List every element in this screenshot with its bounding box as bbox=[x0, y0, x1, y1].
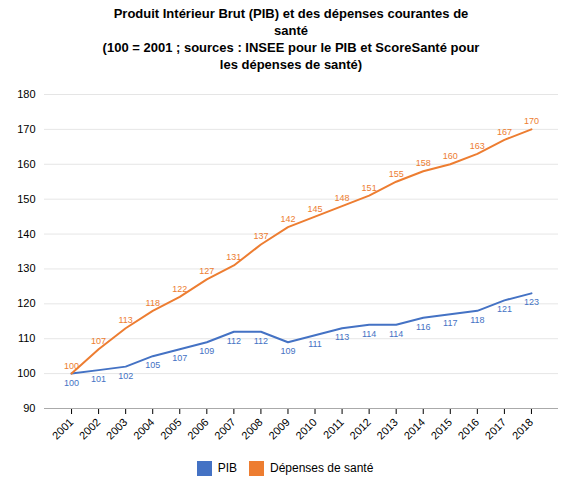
svg-text:137: 137 bbox=[253, 231, 268, 241]
svg-text:114: 114 bbox=[362, 328, 376, 338]
svg-text:2004: 2004 bbox=[131, 415, 157, 441]
svg-text:113: 113 bbox=[118, 315, 132, 325]
svg-text:123: 123 bbox=[524, 297, 539, 307]
svg-text:112: 112 bbox=[254, 335, 268, 345]
svg-text:140: 140 bbox=[17, 227, 35, 239]
svg-text:121: 121 bbox=[497, 304, 512, 314]
svg-text:170: 170 bbox=[524, 116, 539, 126]
svg-text:2003: 2003 bbox=[104, 415, 130, 441]
svg-text:2016: 2016 bbox=[455, 415, 481, 441]
svg-text:127: 127 bbox=[199, 266, 214, 276]
svg-text:107: 107 bbox=[172, 353, 187, 363]
svg-text:118: 118 bbox=[146, 297, 160, 307]
svg-text:100: 100 bbox=[17, 367, 35, 379]
svg-text:111: 111 bbox=[308, 339, 322, 349]
svg-text:109: 109 bbox=[199, 346, 214, 356]
svg-text:180: 180 bbox=[17, 88, 35, 100]
svg-text:2009: 2009 bbox=[266, 415, 292, 441]
svg-text:148: 148 bbox=[335, 193, 350, 203]
svg-text:2017: 2017 bbox=[482, 415, 508, 441]
svg-text:158: 158 bbox=[416, 158, 431, 168]
svg-text:2005: 2005 bbox=[158, 415, 184, 441]
svg-text:145: 145 bbox=[308, 203, 323, 213]
svg-text:102: 102 bbox=[118, 370, 133, 380]
svg-text:130: 130 bbox=[17, 262, 35, 274]
svg-text:170: 170 bbox=[17, 122, 35, 134]
svg-text:110: 110 bbox=[18, 332, 36, 344]
svg-text:101: 101 bbox=[91, 374, 106, 384]
svg-text:90: 90 bbox=[23, 402, 35, 414]
svg-text:2018: 2018 bbox=[510, 415, 536, 441]
svg-text:2007: 2007 bbox=[212, 415, 238, 441]
svg-text:131: 131 bbox=[226, 252, 241, 262]
svg-text:160: 160 bbox=[443, 151, 458, 161]
html-text:Dépenses de santé: Dépenses de santé bbox=[270, 461, 374, 476]
svg-text:163: 163 bbox=[470, 140, 485, 150]
svg-text:114: 114 bbox=[389, 328, 403, 338]
svg-text:2006: 2006 bbox=[185, 415, 211, 441]
svg-text:160: 160 bbox=[17, 157, 35, 169]
svg-text:2010: 2010 bbox=[293, 415, 319, 441]
svg-text:2015: 2015 bbox=[428, 415, 454, 441]
svg-text:117: 117 bbox=[443, 318, 457, 328]
svg-text:155: 155 bbox=[389, 168, 404, 178]
svg-text:2012: 2012 bbox=[347, 415, 373, 441]
svg-text:120: 120 bbox=[17, 297, 35, 309]
svg-text:151: 151 bbox=[362, 182, 377, 192]
svg-text:167: 167 bbox=[497, 126, 512, 136]
svg-text:118: 118 bbox=[470, 314, 484, 324]
svg-text:109: 109 bbox=[280, 346, 295, 356]
svg-text:105: 105 bbox=[145, 360, 160, 370]
svg-text:116: 116 bbox=[416, 321, 430, 331]
svg-text:2014: 2014 bbox=[401, 415, 427, 441]
svg-text:100: 100 bbox=[64, 377, 79, 387]
svg-text:142: 142 bbox=[280, 214, 295, 224]
svg-text:113: 113 bbox=[335, 332, 349, 342]
html-text:PIB: PIB bbox=[217, 461, 237, 476]
svg-text:150: 150 bbox=[17, 192, 35, 204]
svg-text:2008: 2008 bbox=[239, 415, 265, 441]
svg-text:112: 112 bbox=[227, 335, 241, 345]
svg-text:122: 122 bbox=[172, 283, 187, 293]
svg-text:2002: 2002 bbox=[77, 415, 103, 441]
svg-text:107: 107 bbox=[91, 336, 106, 346]
svg-text:2011: 2011 bbox=[321, 415, 346, 440]
svg-text:100: 100 bbox=[64, 360, 79, 370]
svg-text:2001: 2001 bbox=[50, 415, 76, 441]
svg-text:2013: 2013 bbox=[374, 415, 400, 441]
html-text:Produit Intérieur Brut (PIB) e: Produit Intérieur Brut (PIB) et des dépe… bbox=[102, 6, 480, 72]
